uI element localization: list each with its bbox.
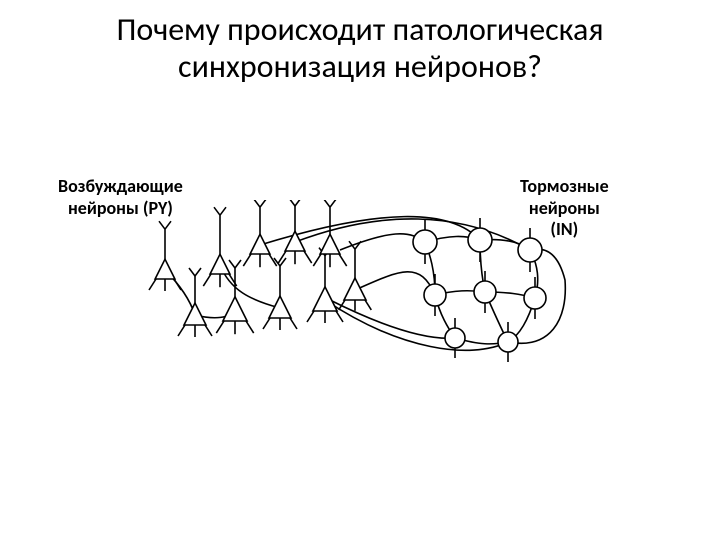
interneuron-group bbox=[413, 218, 546, 362]
pyramidal-group bbox=[149, 200, 371, 337]
edge bbox=[355, 272, 435, 295]
interneuron bbox=[518, 238, 542, 262]
edges-group bbox=[165, 217, 565, 351]
slide-title: Почему происходит патологическая синхрон… bbox=[0, 12, 720, 86]
interneuron bbox=[445, 328, 465, 348]
title-line2: синхронизация нейронов? bbox=[178, 47, 542, 86]
pyramidal-neuron bbox=[269, 296, 291, 318]
neuron-network-diagram bbox=[130, 200, 590, 400]
interneuron bbox=[424, 284, 446, 306]
interneuron bbox=[524, 287, 546, 309]
title-line1: Почему происходит патологическая bbox=[116, 10, 603, 49]
pyramidal-neuron bbox=[313, 287, 337, 311]
pyramidal-neuron bbox=[320, 234, 340, 254]
pyramidal-neuron bbox=[344, 278, 366, 300]
pyramidal-neuron bbox=[250, 234, 270, 254]
interneuron bbox=[413, 230, 437, 254]
interneuron bbox=[474, 281, 496, 303]
pyramidal-neuron bbox=[210, 254, 230, 274]
label-in-line1: Тормозные bbox=[520, 175, 609, 197]
pyramidal-neuron bbox=[155, 259, 175, 279]
pyramidal-neuron bbox=[223, 297, 247, 321]
pyramidal-neuron bbox=[184, 303, 206, 325]
interneuron bbox=[468, 228, 492, 252]
label-pyramidal-line1: Возбуждающие bbox=[58, 175, 183, 197]
pyramidal-neuron bbox=[285, 231, 305, 251]
interneuron bbox=[498, 332, 518, 352]
